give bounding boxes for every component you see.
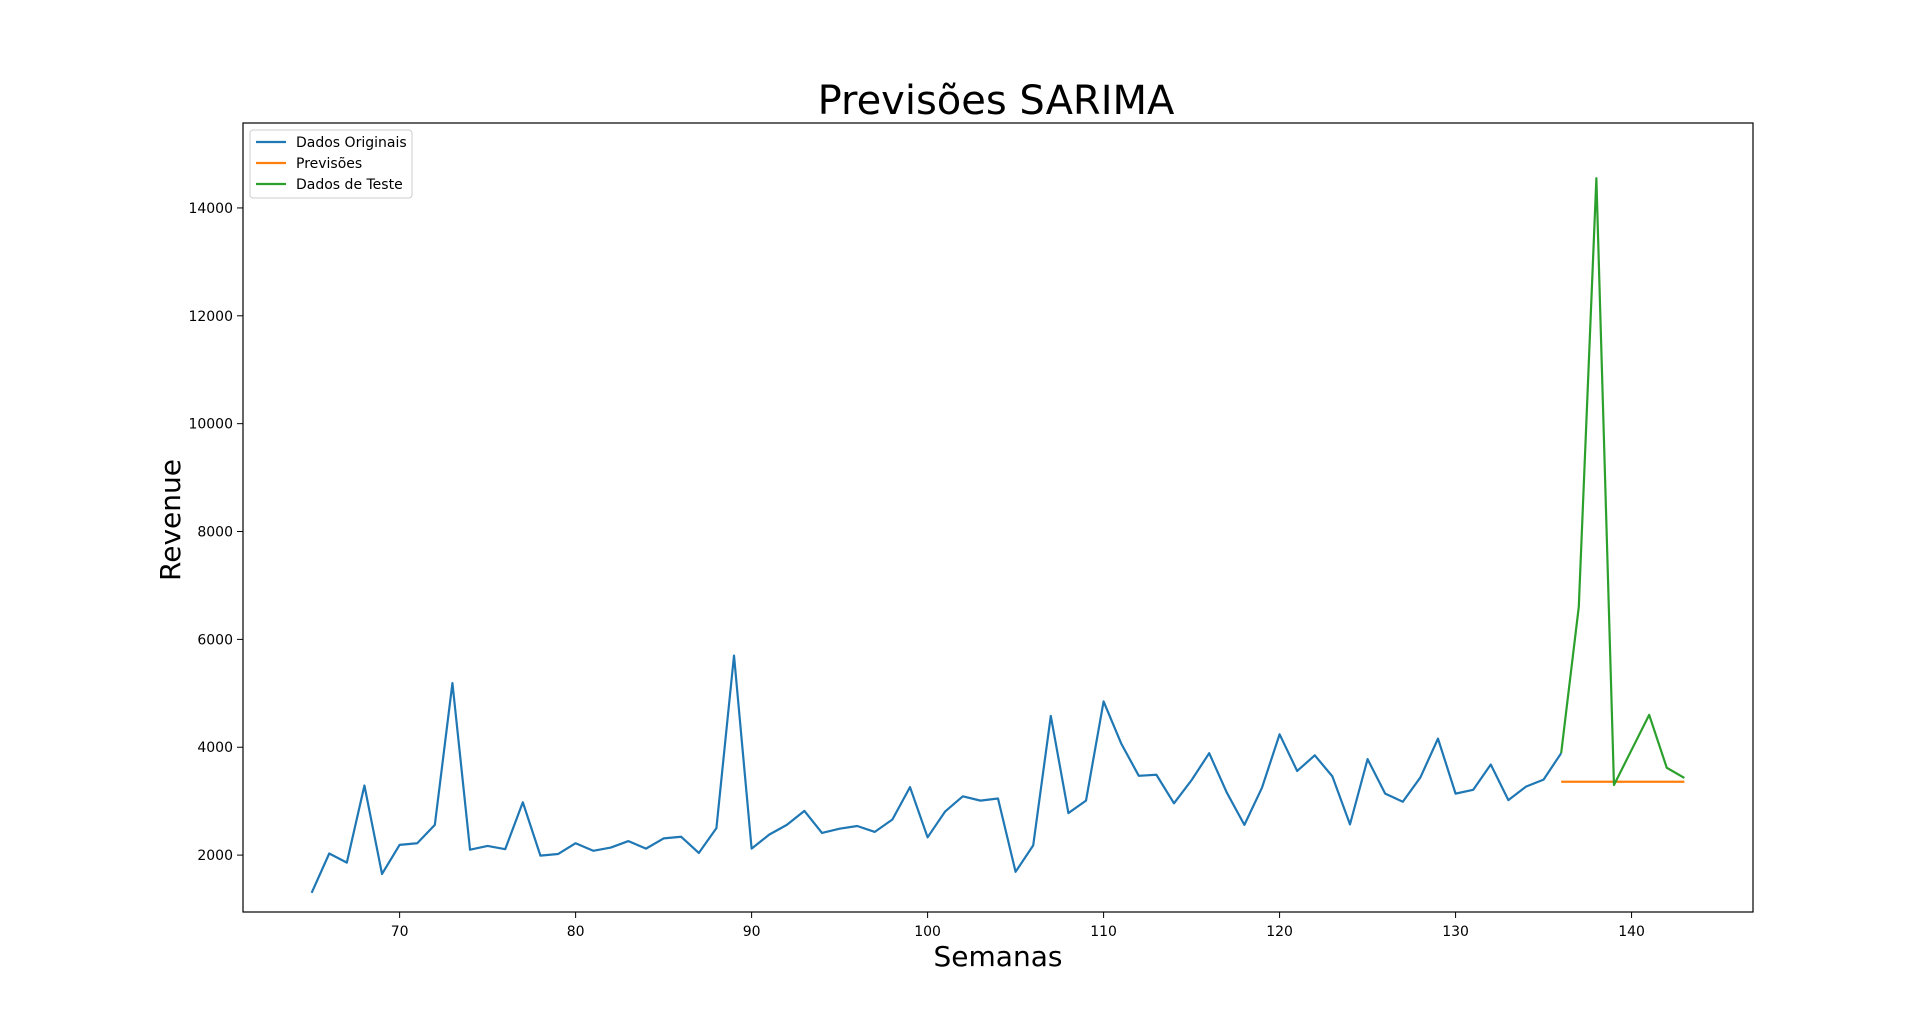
y-tick-label: 10000 [188,417,233,433]
y-tick-label: 12000 [188,309,233,325]
y-tick-label: 2000 [197,848,233,864]
x-axis: 70 80 90 100 110 120 130 140 [391,912,1645,940]
x-tick-label: 80 [567,924,585,940]
series-dados-de-teste [1560,177,1685,787]
series-layer [310,177,1685,894]
y-axis: 2000 4000 6000 8000 10000 12000 14000 [188,201,243,864]
legend: Dados Originais Previsões Dados de Teste [249,129,413,199]
y-tick-label: 6000 [197,632,233,648]
legend-item: Dados Originais [256,135,407,151]
x-tick-label: 110 [1090,924,1117,940]
chart-title: Previsões SARIMA [818,78,1175,124]
y-tick-label: 4000 [197,740,233,756]
plot-frame [242,122,1754,913]
legend-label: Previsões [296,156,362,172]
x-tick-label: 90 [743,924,761,940]
series-line [310,654,1563,894]
y-tick-label: 14000 [188,201,233,217]
series-line [1560,177,1685,787]
legend-item: Previsões [256,156,362,172]
legend-items: Dados Originais Previsões Dados de Teste [256,135,407,193]
y-axis-label: Revenue [154,459,187,581]
x-tick-label: 120 [1266,924,1293,940]
legend-label: Dados Originais [296,135,407,151]
x-tick-label: 70 [391,924,409,940]
x-axis-label: Semanas [934,940,1063,973]
y-tick-label: 8000 [197,525,233,541]
x-tick-label: 130 [1442,924,1469,940]
x-tick-label: 100 [914,924,941,940]
legend-item: Dados de Teste [256,177,403,193]
x-tick-label: 140 [1618,924,1645,940]
legend-frame [249,129,413,199]
legend-label: Dados de Teste [296,177,403,193]
